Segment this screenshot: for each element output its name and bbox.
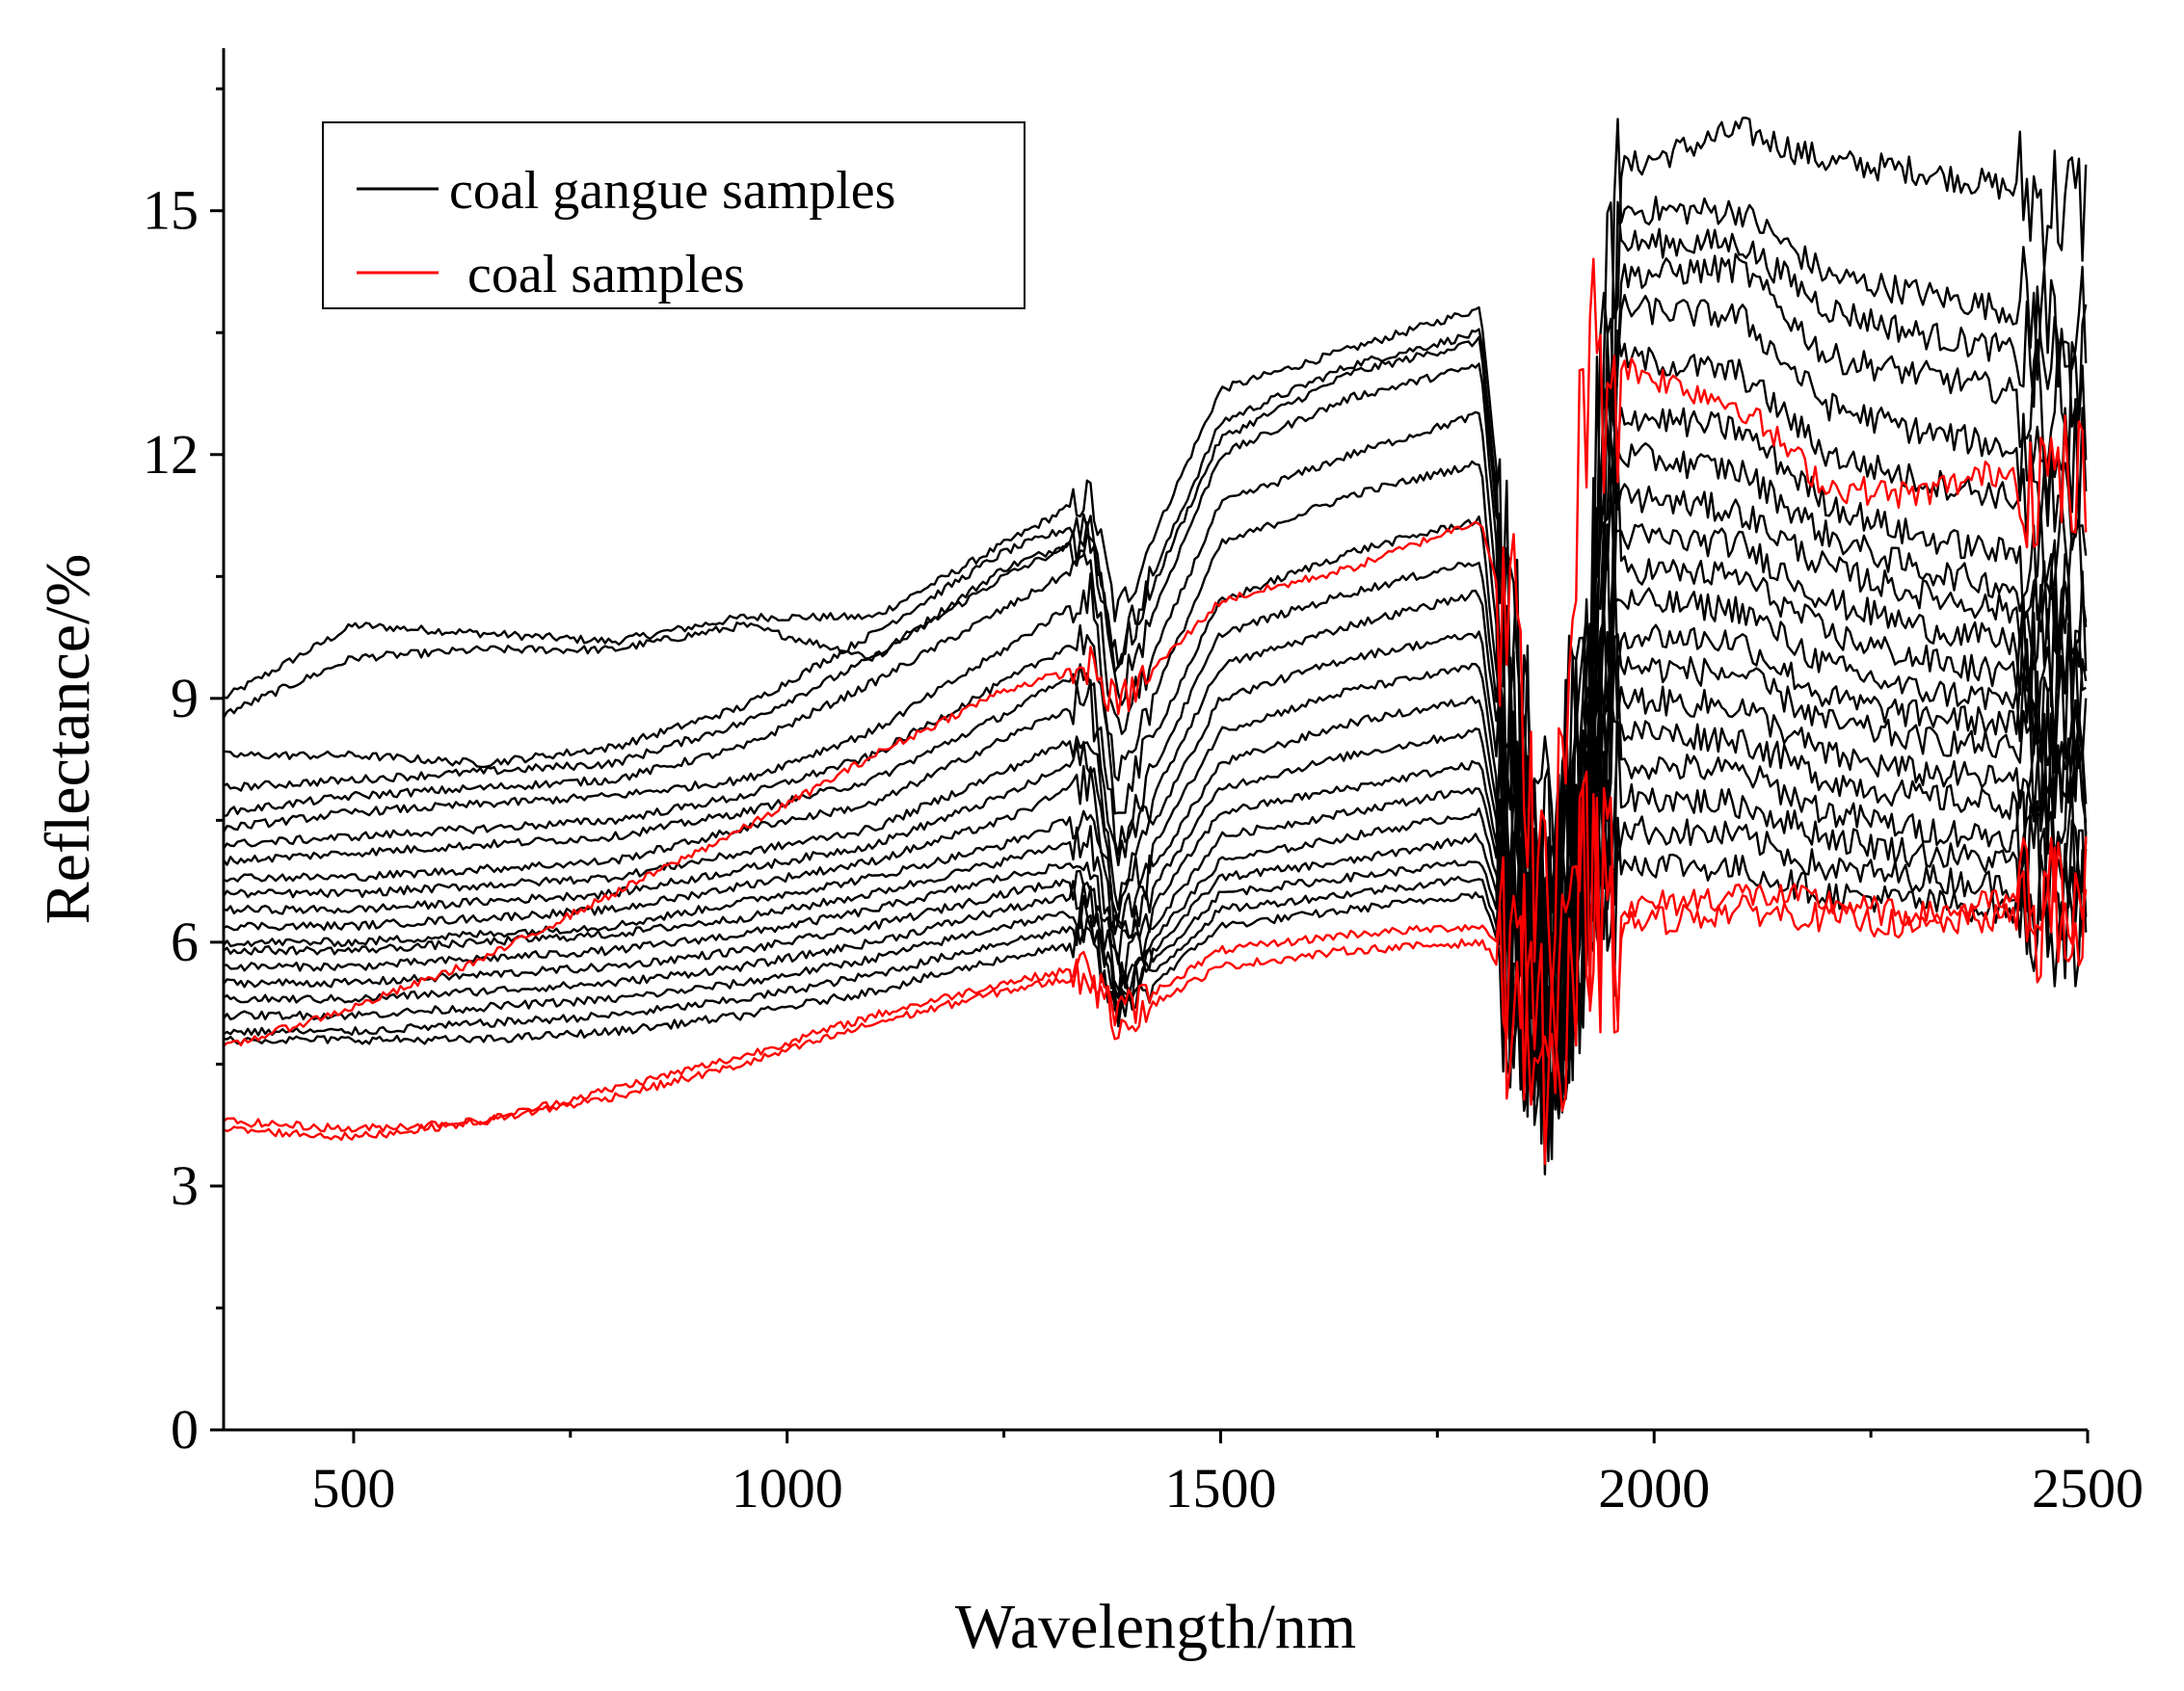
y-tick-label: 15 (143, 179, 199, 242)
gangue-sample-line-19 (224, 805, 2088, 1145)
ticks-layer: 0 3 6 9 12 15 500 1000 1500 2000 2500 (143, 87, 2144, 1519)
gangue-sample-line-4 (224, 294, 2088, 993)
legend-label-coal: coal samples (467, 245, 745, 304)
x-tick-label: 2500 (2032, 1457, 2144, 1519)
coal-sample-line-21 (224, 770, 2088, 1166)
x-tick-label: 1500 (1164, 1457, 1276, 1519)
y-tick-label: 0 (171, 1398, 199, 1461)
gangue-sample-line-11 (224, 587, 2088, 1118)
x-axis-title: Wavelength/nm (955, 1592, 1356, 1662)
gangue-sample-line-17 (224, 695, 2088, 1161)
legend: coal gangue samples coal samples (322, 121, 1025, 309)
gangue-sample-line-5 (224, 329, 2088, 1049)
gangue-sample-line-15 (224, 720, 2088, 1118)
x-tick-label: 500 (311, 1457, 395, 1519)
gangue-sample-line-3 (224, 252, 2088, 1016)
x-tick-label: 2000 (1598, 1457, 1710, 1519)
y-tick-label: 9 (171, 667, 199, 729)
gangue-sample-line-14 (224, 643, 2088, 1126)
legend-label-gangue: coal gangue samples (449, 161, 895, 221)
gangue-sample-line-9 (224, 523, 2087, 1068)
gangue-sample-line-13 (224, 633, 2088, 1076)
gangue-sample-line-0 (224, 117, 2088, 900)
gangue-sample-line-10 (224, 458, 2088, 1081)
gangue-sample-line-7 (224, 442, 2088, 1046)
coal-sample-line-22 (224, 781, 2088, 1142)
series-layer (224, 117, 2088, 1176)
coal-sample-line-20 (224, 257, 2088, 1047)
legend-box (322, 121, 1025, 309)
y-tick-label: 12 (143, 423, 199, 486)
y-tick-label: 3 (171, 1154, 199, 1217)
gangue-sample-line-2 (224, 200, 2088, 938)
axes-layer (222, 48, 2088, 1432)
gangue-sample-line-18 (224, 751, 2088, 1176)
y-tick-label: 6 (171, 911, 199, 973)
y-axis-title: Reflectance/% (33, 554, 103, 925)
gangue-sample-line-12 (224, 549, 2088, 1145)
gangue-sample-line-8 (224, 460, 2088, 1081)
gangue-sample-line-1 (224, 118, 2088, 914)
gangue-sample-line-16 (224, 665, 2088, 1163)
gangue-sample-line-6 (224, 402, 2088, 1050)
x-tick-label: 1000 (732, 1457, 843, 1519)
